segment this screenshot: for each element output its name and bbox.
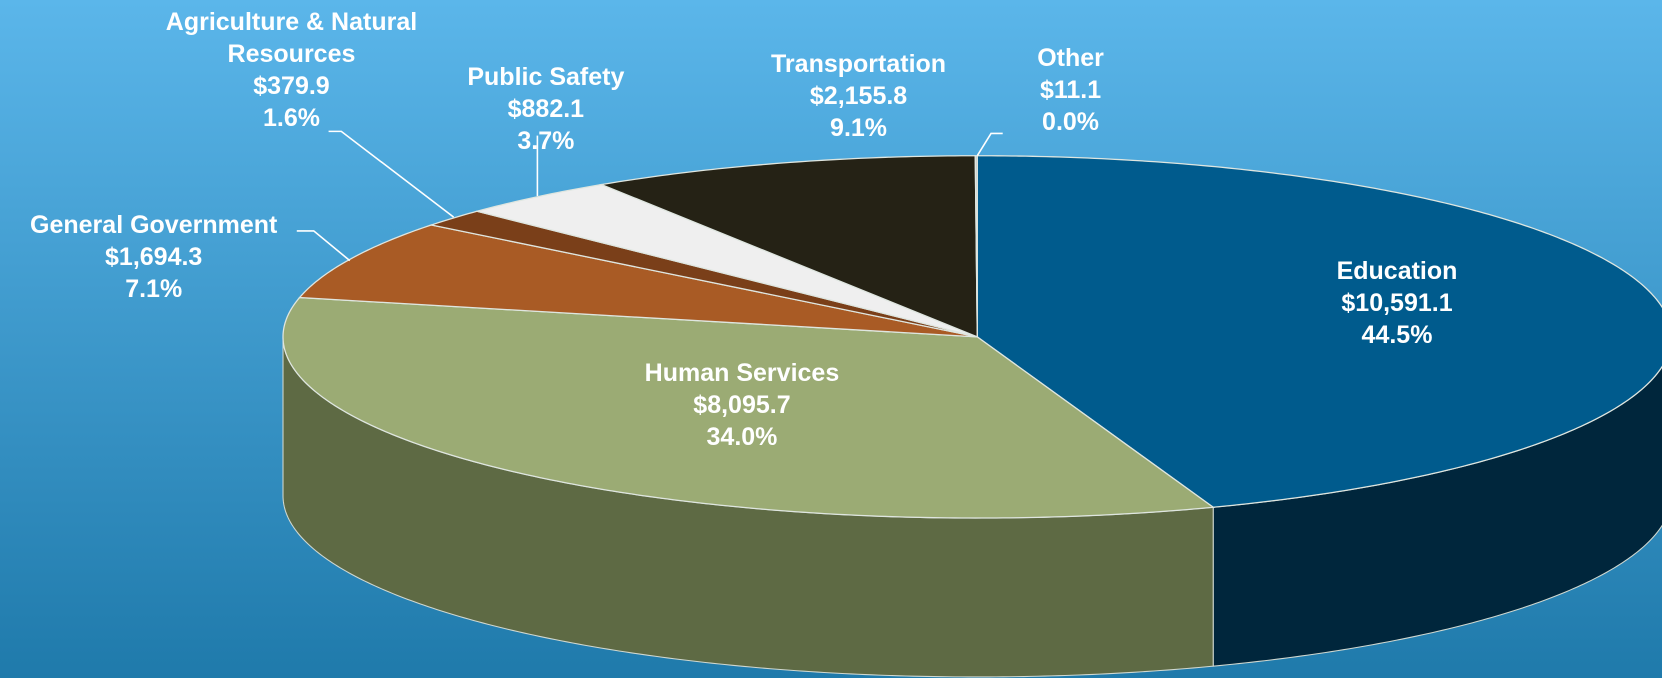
pie-slice: [974, 155, 978, 337]
pie-slice: [976, 155, 1662, 508]
label-name: Human Services: [644, 359, 840, 387]
label-percent: 44.5%: [1361, 321, 1433, 350]
label-percent: 0.0%: [1042, 108, 1100, 137]
label-value: $882.1: [507, 95, 585, 124]
label-value: $2,155.8: [809, 81, 908, 110]
label-name: Education: [1336, 257, 1458, 286]
label-name: Other: [1037, 44, 1104, 73]
label-value: $10,591.1: [1341, 289, 1453, 318]
label-percent: 1.6%: [262, 104, 320, 133]
pie-slice: [298, 224, 978, 338]
label-percent: 9.1%: [830, 113, 888, 142]
slice-label: Education $10,591.1 44.5%: [1337, 255, 1458, 351]
slice-label: Agriculture & Natural Resources $379.9 1.6…: [136, 6, 446, 134]
pie-slice: [474, 183, 978, 338]
slice-label: General Government $1,694.3 7.1%: [30, 209, 277, 305]
pie-slice: [599, 155, 978, 338]
label-value: $379.9: [253, 72, 330, 101]
label-percent: 3.7%: [517, 127, 575, 156]
pie-slice: [282, 296, 1215, 519]
slice-label: Other $11.1 0.0%: [1037, 42, 1104, 138]
label-value: $11.1: [1039, 76, 1102, 105]
label-percent: 7.1%: [125, 274, 183, 303]
leader-line: [296, 230, 351, 262]
label-value: $1,694.3: [105, 242, 203, 271]
label-value: $8,095.7: [693, 391, 791, 419]
label-percent: 34.0%: [706, 423, 778, 451]
label-name: General Government: [30, 210, 278, 239]
slice-label: Transportation $2,155.8 9.1%: [771, 48, 946, 144]
slice-label: Human Services $8,095.7 34.0%: [645, 357, 840, 453]
leader-line: [976, 132, 1003, 157]
slice-label: Public Safety $882.1 3.7%: [467, 61, 624, 157]
leader-line: [328, 130, 455, 218]
pie-slice: [428, 210, 978, 338]
label-name: Public Safety: [467, 63, 625, 92]
label-name: Transportation: [771, 49, 947, 78]
label-name: Agriculture & Natural Resources: [165, 8, 418, 69]
